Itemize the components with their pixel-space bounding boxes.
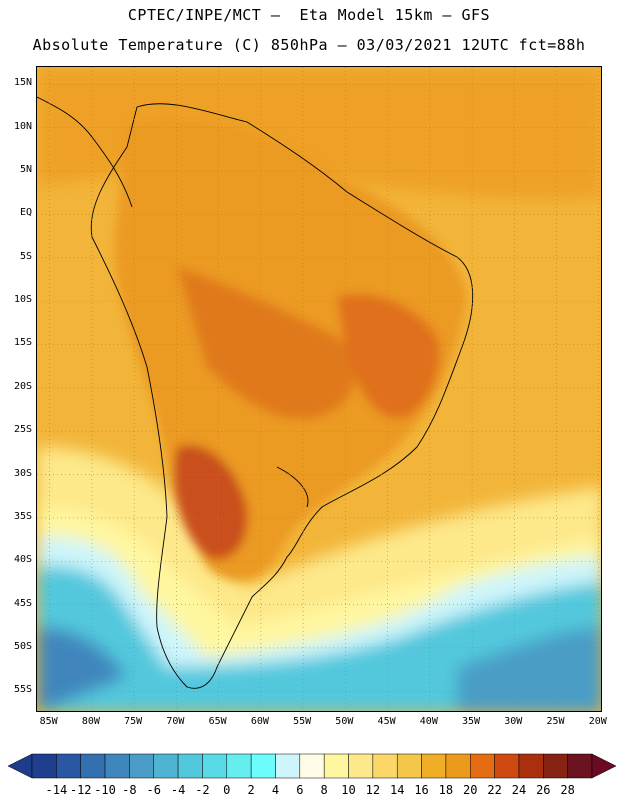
colorbar-box xyxy=(31,753,57,779)
lat-tick-label: 40S xyxy=(13,554,32,566)
colorbar-box xyxy=(567,753,593,779)
south-america-coastline xyxy=(90,103,474,689)
colorbar-box xyxy=(543,753,568,779)
lat-tick-label: 45S xyxy=(13,597,32,609)
lat-tick-label: 10S xyxy=(13,294,32,306)
colorbar-tick-label: -2 xyxy=(195,783,210,797)
colorbar-box xyxy=(518,753,544,779)
lon-tick-label: 35W xyxy=(462,716,481,727)
colorbar-box xyxy=(494,753,520,779)
colorbar-box xyxy=(104,753,130,779)
colorbar-tick-label: 10 xyxy=(341,783,356,797)
colorbar-tick-label: 24 xyxy=(511,783,527,797)
lon-tick-label: 75W xyxy=(124,716,143,727)
colorbar-tick-label: 8 xyxy=(320,783,328,797)
lat-tick-label: 20S xyxy=(13,380,32,392)
lon-tick-label: 25W xyxy=(546,716,565,727)
temperature-field-svg xyxy=(37,67,601,711)
colorbar-box xyxy=(129,753,154,779)
rio-de-la-plata-coast xyxy=(276,466,309,508)
colorbar-tick-label: -8 xyxy=(122,783,137,797)
lat-tick-label: 55S xyxy=(13,684,32,696)
lon-tick-label: 55W xyxy=(293,716,312,727)
colorbar-tick-label: 2 xyxy=(247,783,255,797)
central-america-coastline xyxy=(37,96,133,208)
lat-tick-label: 50S xyxy=(13,640,32,652)
lat-tick-label: 5S xyxy=(19,250,32,262)
colorbar-tick-label: 4 xyxy=(271,783,280,797)
colorbar-tick-label: 20 xyxy=(463,783,478,797)
lat-tick-label: 30S xyxy=(13,467,32,479)
lon-tick-label: 50W xyxy=(335,716,354,727)
colorbar-box xyxy=(470,753,495,779)
colorbar-box xyxy=(275,753,301,779)
lon-tick-label: 80W xyxy=(81,716,100,727)
lon-tick-label: 85W xyxy=(39,716,58,727)
colorbar-box xyxy=(372,753,398,779)
colorbar-box xyxy=(445,753,471,779)
colorbar-tick-label: 16 xyxy=(414,783,429,797)
triangle-left-icon xyxy=(8,753,33,779)
colorbar-box xyxy=(323,753,349,779)
lon-tick-label: 70W xyxy=(166,716,185,727)
lat-tick-label: 25S xyxy=(13,424,32,436)
colorbar-tick-label: 22 xyxy=(487,783,502,797)
triangle-right-icon xyxy=(591,753,616,779)
temperature-colorbar xyxy=(8,753,616,779)
temperature-map xyxy=(36,66,602,712)
field-east-brazil-hot xyxy=(337,294,440,419)
colorbar-box xyxy=(299,753,325,779)
colorbar-box xyxy=(421,753,447,779)
lat-tick-label: 35S xyxy=(13,510,32,522)
colorbar-box xyxy=(153,753,179,779)
field-southwest-coldest xyxy=(37,627,127,711)
colorbar-tick-label: 0 xyxy=(223,783,231,797)
colorbar-tick-label: 12 xyxy=(365,783,381,797)
colorbar-tick-label: -10 xyxy=(94,783,116,797)
field-argentina-hottest xyxy=(173,445,248,560)
lat-tick-label: 5N xyxy=(19,164,32,176)
lat-tick-label: 15N xyxy=(13,77,32,89)
map-title-line-2: Absolute Temperature (C) 850hPa – 03/03/… xyxy=(32,36,586,54)
colorbar-tick-label: -12 xyxy=(69,783,92,797)
colorbar-boxes xyxy=(8,753,616,779)
colorbar-tick-label: 14 xyxy=(389,783,405,797)
lon-tick-label: 45W xyxy=(377,716,396,727)
colorbar-tick-label: -4 xyxy=(170,783,186,797)
lon-tick-label: 60W xyxy=(250,716,269,727)
coastlines xyxy=(37,96,474,689)
lat-tick-label: 15S xyxy=(13,337,32,349)
colorbar-box xyxy=(80,753,106,779)
field-central-hot xyxy=(177,267,355,419)
colorbar-box xyxy=(177,753,203,779)
colorbar-box xyxy=(226,753,252,779)
colorbar-tick-label: 18 xyxy=(438,783,454,797)
lon-tick-label: 20W xyxy=(588,716,607,727)
lon-tick-label: 30W xyxy=(504,716,523,727)
colorbar-tick-label: -6 xyxy=(146,783,161,797)
lon-tick-label: 65W xyxy=(208,716,227,727)
colorbar-box xyxy=(348,753,374,779)
lon-tick-label: 40W xyxy=(419,716,438,727)
colorbar-tick-label: 6 xyxy=(296,783,304,797)
colorbar-box xyxy=(250,753,276,779)
colorbar-box xyxy=(56,753,81,779)
colorbar-tick-label: 28 xyxy=(560,783,575,797)
colorbar-box xyxy=(202,753,228,779)
colorbar-tick-label: 26 xyxy=(536,783,551,797)
lat-tick-label: 10N xyxy=(13,120,32,132)
colorbar-tick-label: -14 xyxy=(45,783,68,797)
colorbar-box xyxy=(396,753,422,779)
lat-tick-label: EQ xyxy=(19,207,32,219)
map-title-line-1: CPTEC/INPE/MCT – Eta Model 15km – GFS xyxy=(127,6,491,24)
